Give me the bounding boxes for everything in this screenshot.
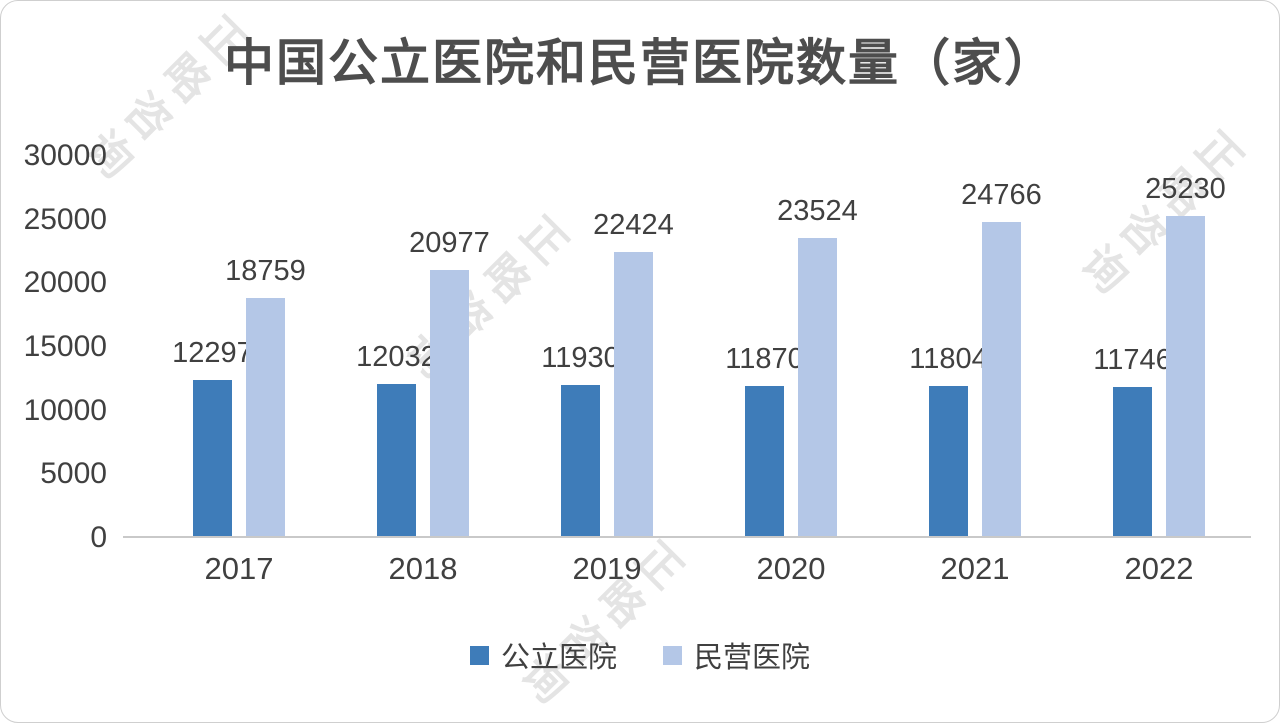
bar-公立医院-2018: 12032	[356, 342, 437, 536]
bar-民营医院-2021: 24766	[961, 180, 1042, 536]
legend: 公立医院 民营医院	[1, 634, 1279, 676]
bar-民营医院-2019: 22424	[593, 210, 674, 536]
y-tick-label: 25000	[23, 202, 107, 236]
y-axis: 0 5000 10000 15000 20000 25000 30000	[1, 141, 123, 553]
bar-group-2019: 11930 22424	[515, 156, 699, 536]
data-label: 11930	[541, 341, 620, 374]
chart-title: 中国公立医院和民营医院数量（家）	[224, 35, 1056, 91]
bar-公立医院-2019: 11930	[541, 343, 620, 536]
bar-group-2021: 11804 24766	[883, 156, 1067, 536]
bar-公立医院-2020: 11870	[725, 344, 804, 536]
bar-group-2020: 11870 23524	[699, 156, 883, 536]
y-tick-label: 30000	[23, 139, 107, 172]
bar-group-2017: 12297 18759	[147, 156, 331, 536]
data-label: 11746	[1093, 344, 1172, 377]
data-label: 12032	[356, 340, 437, 373]
y-tick-label: 15000	[23, 330, 107, 363]
bar-民营医院-2020: 23524	[777, 196, 858, 536]
data-label: 25230	[1145, 173, 1226, 206]
x-tick-label-2018: 2018	[388, 551, 458, 586]
legend-label: 公立医院	[500, 642, 617, 674]
y-tick-label: 20000	[23, 266, 107, 300]
data-label: 11870	[725, 342, 804, 375]
bar-民营医院-2018: 20977	[409, 228, 490, 536]
bar-公立医院-2017: 12297	[172, 338, 253, 536]
plot-row: 0 5000 10000 15000 20000 25000 30000 12297 1875…	[1, 141, 1251, 553]
x-axis: 2017 2018 2019 2020 2021 2022	[147, 552, 1251, 586]
bar-group-2022: 11746 25230	[1067, 156, 1251, 536]
bar-民营医院-2017: 18759	[225, 256, 306, 536]
legend-swatch	[663, 645, 682, 665]
x-tick-label-2020: 2020	[756, 551, 826, 586]
legend-item-公立医院: 公立医院	[469, 634, 617, 676]
bar-chart: 中国公立医院和民营医院数量（家） 0 5000 10000 15000 20000 250…	[1, 31, 1279, 676]
x-tick-label-2021: 2021	[940, 551, 1010, 586]
y-tick-label: 5000	[40, 457, 107, 491]
data-label: 11804	[909, 343, 988, 376]
legend-label: 民营医院	[694, 642, 811, 674]
y-tick-label: 0	[90, 521, 107, 554]
legend-item-民营医院: 民营医院	[663, 634, 810, 676]
x-tick-label-2019: 2019	[572, 551, 642, 586]
bar-公立医院-2022: 11746	[1093, 345, 1172, 536]
bar-民营医院-2022: 25230	[1145, 174, 1226, 536]
bar-group-2018: 12032 20977	[331, 156, 515, 536]
data-label: 22424	[593, 208, 674, 241]
y-tick-label: 10000	[23, 393, 107, 427]
data-label: 24766	[961, 179, 1042, 212]
x-tick-label-2017: 2017	[204, 551, 274, 586]
plot-area: 12297 18759 12032 20977 11930 22424 11870 23524…	[123, 156, 1251, 538]
legend-swatch	[469, 645, 489, 665]
data-label: 23524	[777, 195, 858, 228]
x-tick-label-2022: 2022	[1124, 551, 1194, 586]
bar-公立医院-2021: 11804	[909, 344, 988, 536]
data-label: 18759	[225, 255, 306, 288]
data-label: 12297	[172, 337, 253, 370]
data-label: 20977	[409, 227, 490, 260]
